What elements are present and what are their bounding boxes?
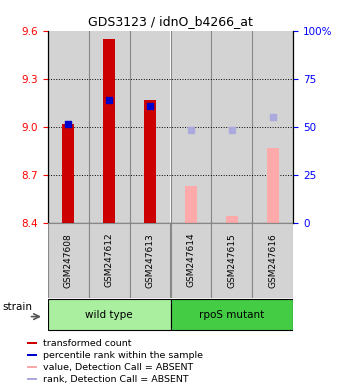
Bar [267,147,279,223]
Point [65,121,71,127]
Bar [185,186,197,223]
Text: rank, Detection Call = ABSENT: rank, Detection Call = ABSENT [43,374,189,384]
Bar [211,31,252,223]
Bar [130,223,170,298]
Bar [89,31,130,223]
Bar [48,31,89,223]
Bar [211,223,252,298]
Title: GDS3123 / idnO_b4266_at: GDS3123 / idnO_b4266_at [88,15,253,28]
Bar [170,300,293,330]
Text: value, Detection Call = ABSENT: value, Detection Call = ABSENT [43,362,194,372]
Text: GSM247616: GSM247616 [268,233,277,288]
Text: strain: strain [2,302,32,312]
Bar [226,216,238,223]
Bar [252,31,293,223]
Bar [144,99,156,223]
Bar [252,223,293,298]
Text: GSM247613: GSM247613 [146,233,154,288]
Text: GSM247615: GSM247615 [227,233,236,288]
Text: rpoS mutant: rpoS mutant [199,310,265,320]
Text: wild type: wild type [85,310,133,320]
Bar [170,223,211,298]
Bar [62,124,74,223]
Bar [27,354,37,356]
Point [188,127,194,133]
Bar [103,39,115,223]
Bar [27,366,37,368]
Point [106,96,112,103]
Text: transformed count: transformed count [43,339,132,348]
Text: GSM247608: GSM247608 [64,233,73,288]
Bar [89,223,130,298]
Text: GSM247614: GSM247614 [187,233,195,288]
Point [229,127,235,133]
Bar [130,31,170,223]
Point [270,114,276,120]
Bar [48,300,170,330]
Text: GSM247612: GSM247612 [105,233,114,288]
Text: percentile rank within the sample: percentile rank within the sample [43,351,203,359]
Bar [170,31,211,223]
Bar [27,342,37,344]
Bar [48,223,89,298]
Point [147,103,153,109]
Bar [27,377,37,381]
